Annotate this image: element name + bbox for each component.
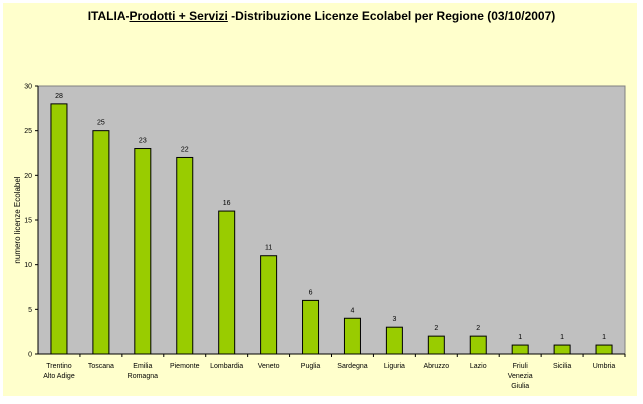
bar [553, 344, 571, 355]
data-label: 2 [434, 325, 438, 332]
category-label: Puglia [301, 363, 321, 370]
category-label: Toscana [88, 363, 114, 370]
y-tick-label: 0 [28, 352, 32, 359]
bar [343, 317, 361, 355]
y-tick-label: 20 [24, 173, 32, 180]
title-part-3: -Distribuzione Licenze Ecolabel per Regi… [227, 9, 556, 23]
category-label: Veneto [258, 363, 280, 370]
plot-area [37, 85, 626, 355]
data-label: 6 [309, 289, 313, 296]
bar [260, 255, 278, 355]
category-label: Lombardia [210, 363, 243, 370]
category-label: Trentino Alto Adige [43, 363, 75, 380]
y-tick-label: 10 [24, 262, 32, 269]
bar [134, 148, 152, 355]
data-label: 28 [55, 93, 63, 100]
bar [385, 326, 403, 355]
data-label: 1 [518, 334, 522, 341]
category-label: Lazio [470, 363, 487, 370]
category-label: Umbria [593, 363, 616, 370]
data-label: 23 [139, 138, 147, 145]
data-label: 11 [265, 245, 272, 252]
data-label: 3 [392, 316, 396, 323]
y-tick-label: 25 [24, 128, 32, 135]
bar [469, 335, 487, 355]
data-label: 2 [476, 325, 480, 332]
bar [595, 344, 613, 355]
y-tick-label: 15 [24, 218, 32, 225]
bar [50, 103, 68, 355]
data-label: 16 [223, 200, 231, 207]
category-label: Sicilia [553, 363, 571, 370]
data-label: 4 [351, 307, 355, 314]
bar [427, 335, 445, 355]
category-label: Sardegna [337, 363, 367, 370]
y-tick-label: 30 [24, 84, 32, 91]
category-label: Piemonte [170, 363, 200, 370]
bar [218, 210, 236, 355]
bar [176, 156, 194, 355]
category-label: Emilia Romagna [128, 363, 158, 380]
title-part-1: ITALIA- [87, 9, 130, 23]
category-label: Abruzzo [423, 363, 449, 370]
category-label: Friuli Venezia Giulia [508, 363, 533, 390]
data-label: 22 [181, 146, 189, 153]
y-tick-label: 5 [28, 307, 32, 314]
data-label: 1 [602, 334, 606, 341]
bar [511, 344, 529, 355]
data-label: 25 [97, 120, 105, 127]
title-part-2: Prodotti + Servizi [129, 9, 228, 23]
data-label: 1 [560, 334, 564, 341]
y-axis-label: numero licenze Ecolabel [13, 176, 22, 263]
bar [302, 299, 320, 355]
chart-title: ITALIA-Prodotti + Servizi -Distribuzione… [0, 9, 643, 23]
category-label: Liguria [384, 363, 405, 370]
bar [92, 130, 110, 355]
